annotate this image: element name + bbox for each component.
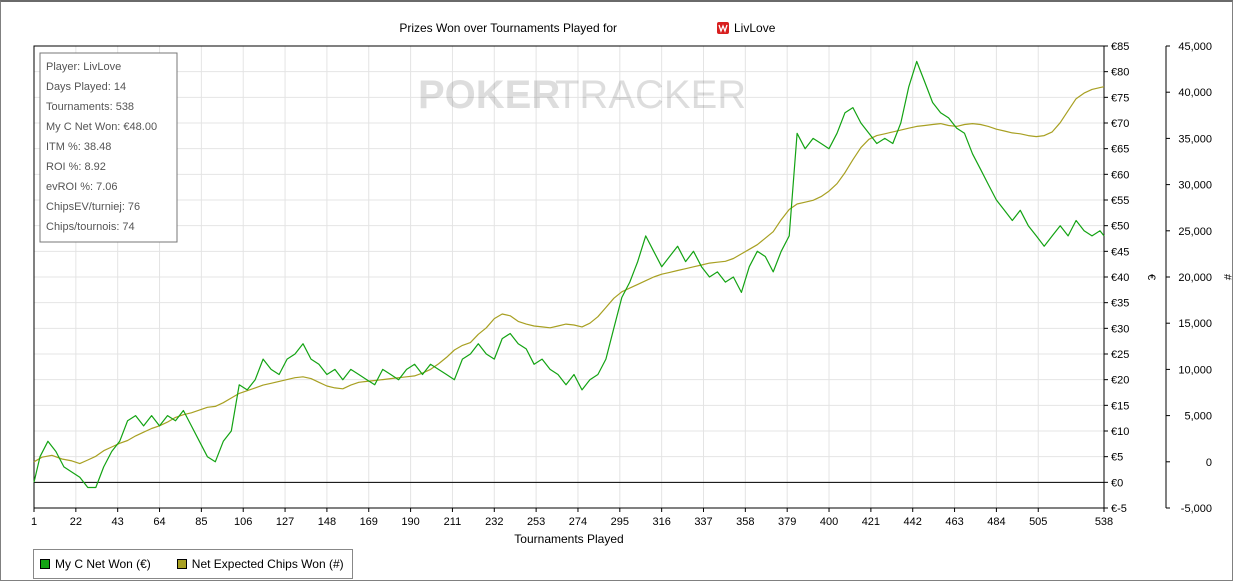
x-tick-label: 274	[569, 516, 587, 528]
x-tick-label: 43	[112, 516, 124, 528]
x-tick-label: 505	[1029, 516, 1047, 528]
y-left-tick-label: €85	[1111, 41, 1129, 53]
y-left-tick-label: €40	[1111, 272, 1129, 284]
y-right-tick-label: 20,000	[1178, 272, 1212, 284]
stat-line: Player: LivLove	[46, 61, 121, 73]
watermark-tracker: TRACKER	[555, 73, 746, 117]
legend-label-net-won: My C Net Won (€)	[55, 557, 151, 571]
y-right-axis-label: #	[1221, 274, 1233, 281]
y-left-tick-label: €45	[1111, 246, 1129, 258]
stat-line: ChipsEV/turniej: 76	[46, 201, 140, 213]
x-tick-label: 169	[360, 516, 378, 528]
x-tick-label: 400	[820, 516, 838, 528]
legend-item-expected-chips[interactable]: Net Expected Chips Won (#)	[176, 557, 344, 571]
y-left-tick-label: €-5	[1111, 503, 1127, 515]
legend-item-net-won[interactable]: My C Net Won (€)	[40, 557, 151, 571]
legend-swatch-net-won	[40, 559, 50, 569]
y-left-tick-label: €5	[1111, 452, 1123, 464]
y-right-tick-label: 30,000	[1178, 180, 1212, 192]
stat-line: Chips/tournois: 74	[46, 221, 135, 233]
y-right-tick-label: 45,000	[1178, 41, 1212, 53]
legend: My C Net Won (€) Net Expected Chips Won …	[33, 549, 353, 579]
y-left-tick-label: €65	[1111, 144, 1129, 156]
x-tick-label: 85	[195, 516, 207, 528]
x-tick-label: 421	[862, 516, 880, 528]
y-left-axis-label: €	[1145, 274, 1157, 280]
y-left-tick-label: €20	[1111, 375, 1129, 387]
watermark: POKER TRACKER	[418, 73, 746, 117]
chart-title-player: LivLove	[734, 21, 776, 35]
y-left-tick-label: €55	[1111, 195, 1129, 207]
series-layer	[33, 60, 1105, 489]
x-tick-label: 253	[527, 516, 545, 528]
legend-label-expected-chips: Net Expected Chips Won (#)	[191, 557, 344, 571]
series-line-net-won	[33, 60, 1105, 489]
y-left-tick-label: €75	[1111, 92, 1129, 104]
x-tick-label: 22	[70, 516, 82, 528]
y-right-tick-label: 0	[1206, 457, 1212, 469]
y-right-tick-label: 5,000	[1184, 411, 1212, 423]
legend-swatch-expected-chips	[176, 559, 187, 569]
watermark-poker: POKER	[418, 73, 560, 117]
stat-line: ITM %: 38.48	[46, 141, 111, 153]
y-right-tick-label: 15,000	[1178, 318, 1212, 330]
y-left-tick-label: €80	[1111, 67, 1129, 79]
x-tick-label: 127	[276, 516, 294, 528]
stat-line: Days Played: 14	[46, 81, 126, 93]
x-tick-label: 442	[904, 516, 922, 528]
x-axis-label: Tournaments Played	[514, 532, 623, 546]
x-axis: 1 22 43 64 85 106 127 148 169 190 211 232 253 274 295 3…	[31, 508, 1113, 528]
x-tick-label: 64	[153, 516, 165, 528]
y-right-tick-label: -5,000	[1181, 503, 1212, 515]
x-tick-label: 538	[1095, 516, 1113, 528]
y-left-tick-label: €30	[1111, 323, 1129, 335]
x-tick-label: 148	[318, 516, 336, 528]
stat-line: evROI %: 7.06	[46, 181, 118, 193]
y-left-tick-label: €60	[1111, 169, 1129, 181]
x-tick-label: 379	[778, 516, 796, 528]
stat-line: Tournaments: 538	[46, 101, 134, 113]
x-tick-label: 190	[401, 516, 419, 528]
x-tick-label: 316	[652, 516, 670, 528]
y-left-tick-label: €25	[1111, 349, 1129, 361]
y-axis-left: €85 €80 €75 €70 €65 €60 €55 €50 €45 €40 €35 €30 €25 €…	[1104, 41, 1129, 515]
stats-list: Player: LivLove Days Played: 14 Tournament…	[46, 61, 157, 233]
series-line-expected-chips	[33, 86, 1105, 465]
stats-box	[39, 52, 178, 243]
stat-line: My C Net Won: €48.00	[46, 121, 157, 133]
y-right-tick-label: 25,000	[1178, 226, 1212, 238]
x-tick-label: 358	[736, 516, 754, 528]
y-left-tick-label: €15	[1111, 400, 1129, 412]
x-tick-label: 211	[444, 516, 462, 528]
y-left-tick-label: €50	[1111, 221, 1129, 233]
y-right-tick-label: 40,000	[1178, 87, 1212, 99]
x-tick-label: 484	[987, 516, 1005, 528]
site-logo-icon	[717, 22, 729, 34]
y-right-tick-label: 35,000	[1178, 133, 1212, 145]
y-left-tick-label: €70	[1111, 118, 1129, 130]
x-tick-label: 463	[945, 516, 963, 528]
y-axis-right: 45,000 40,000 35,000 30,000 25,000 20,000 15,0…	[1165, 41, 1212, 515]
x-tick-label: 232	[485, 516, 503, 528]
chart-title: Prizes Won over Tournaments Played for	[399, 21, 617, 35]
x-tick-label: 337	[694, 516, 712, 528]
x-tick-label: 1	[31, 516, 37, 528]
y-left-tick-label: €10	[1111, 426, 1129, 438]
stat-line: ROI %: 8.92	[46, 161, 106, 173]
x-tick-label: 295	[611, 516, 629, 528]
y-left-tick-label: €0	[1111, 477, 1123, 489]
y-right-tick-label: 10,000	[1178, 364, 1212, 376]
x-tick-label: 106	[234, 516, 252, 528]
y-left-tick-label: €35	[1111, 298, 1129, 310]
